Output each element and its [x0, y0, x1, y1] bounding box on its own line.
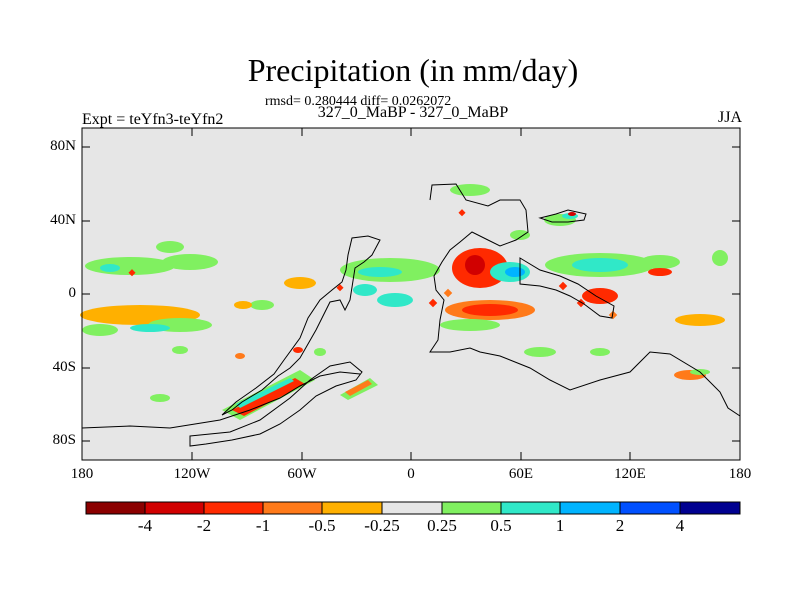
lat-label: 80S — [52, 432, 76, 448]
patch — [232, 378, 305, 416]
colorbar-cell — [144, 501, 205, 515]
patch — [284, 277, 316, 289]
experiment-label: Expt = teYfn3-teYfn2 — [82, 111, 224, 128]
patch — [82, 324, 118, 336]
patch — [128, 269, 136, 277]
patch — [675, 314, 725, 326]
lon-label: 60E — [508, 466, 534, 482]
patch — [590, 348, 610, 356]
colorbar-cell — [203, 501, 264, 515]
patch — [336, 284, 344, 292]
colorbar-label: -0.25 — [364, 516, 400, 535]
colorbar-cell — [679, 501, 741, 515]
stats-text: rmsd= 0.280444 diff= 0.0262072 — [265, 94, 452, 109]
colorbar-label: 0.25 — [427, 516, 457, 535]
patch — [353, 284, 377, 296]
colorbar-label: 0.5 — [490, 516, 512, 535]
lat-ticks — [82, 146, 740, 442]
colorbar-cell — [619, 501, 681, 515]
lon-label: 180 — [728, 466, 752, 482]
patch — [293, 347, 303, 353]
patch — [582, 288, 618, 304]
patch — [428, 298, 438, 308]
patch — [162, 254, 218, 270]
map-background — [82, 128, 740, 460]
coastline-asia — [519, 257, 615, 319]
colorbar — [85, 501, 741, 515]
lon-ticks — [191, 128, 631, 460]
coastline-eurasia-africa — [429, 183, 741, 417]
colorbar-label: 4 — [675, 516, 685, 535]
colorbar-label: -0.5 — [308, 516, 336, 535]
colorbar-label: -4 — [137, 516, 153, 535]
patch — [443, 288, 453, 298]
patch — [100, 264, 120, 272]
colorbar-label: 2 — [615, 516, 625, 535]
patch — [236, 378, 294, 408]
colorbar-cell — [500, 501, 561, 515]
patch — [377, 293, 413, 307]
patch — [250, 300, 274, 310]
map-title: Precipitation (in mm/day) — [247, 52, 579, 88]
colorbar-cell — [441, 501, 502, 515]
patch — [640, 255, 680, 269]
lon-label: 60W — [287, 466, 317, 482]
season-label: JJA — [717, 109, 742, 126]
coastline-america — [221, 235, 381, 416]
patch — [450, 184, 490, 196]
colorbar-cell — [559, 501, 621, 515]
colorbar-cell — [85, 501, 146, 515]
patch — [358, 267, 402, 277]
colorbar-cell — [262, 501, 323, 515]
patch — [172, 346, 188, 354]
lon-label: 180 — [70, 466, 94, 482]
patch — [314, 348, 326, 356]
patch — [235, 353, 245, 359]
colorbar-label: -2 — [196, 516, 212, 535]
lon-label: 0 — [407, 466, 415, 482]
patch — [458, 209, 466, 217]
coastline-south — [189, 361, 363, 447]
patch — [712, 250, 728, 266]
lon-label: 120E — [614, 466, 646, 482]
colorbar-label: -1 — [255, 516, 271, 535]
lat-label: 40N — [50, 212, 76, 228]
lat-label: 0 — [68, 285, 77, 301]
lat-label: 80N — [50, 138, 76, 154]
patch — [465, 255, 485, 275]
lat-label: 40S — [52, 359, 76, 375]
patch — [568, 212, 576, 216]
patch — [524, 347, 556, 357]
colorbar-label: 1 — [555, 516, 565, 535]
lon-label: 120W — [173, 466, 211, 482]
patch — [558, 281, 568, 291]
coastline-island — [538, 209, 587, 223]
patch — [130, 324, 170, 332]
coastline-antarctic — [81, 371, 361, 429]
patch — [234, 301, 252, 309]
coastlines — [81, 183, 741, 447]
patch — [510, 230, 530, 240]
patch — [462, 304, 518, 316]
patch — [505, 267, 525, 277]
patch — [156, 241, 184, 253]
patch — [440, 319, 500, 331]
patch — [572, 258, 628, 272]
patch — [150, 394, 170, 402]
colorbar-cell — [381, 501, 443, 515]
center-string: 327_0_MaBP - 327_0_MaBP — [317, 104, 509, 121]
patch — [648, 268, 672, 276]
patch — [345, 380, 372, 396]
colorbar-cell — [321, 501, 383, 515]
